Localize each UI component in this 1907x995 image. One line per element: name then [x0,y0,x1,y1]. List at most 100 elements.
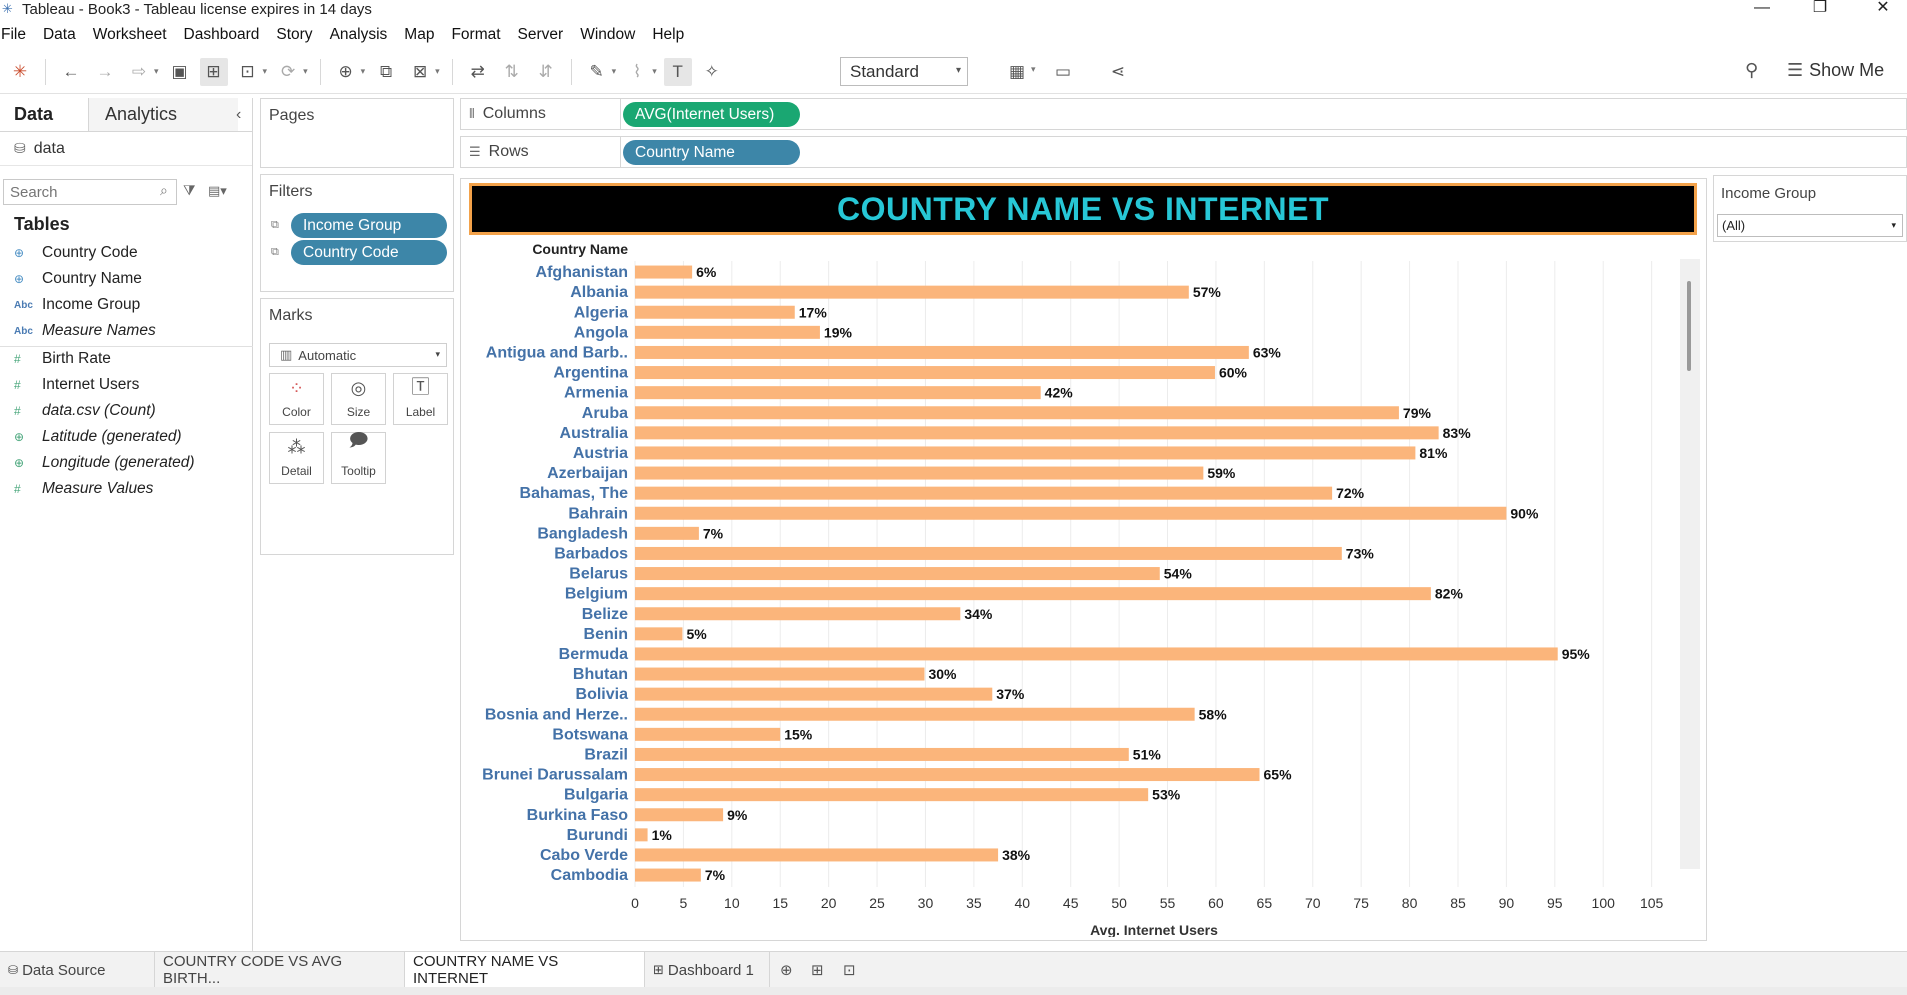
bar[interactable] [635,546,1342,560]
category-label[interactable]: Algeria [574,304,628,321]
bar[interactable] [635,768,1260,782]
menu-story[interactable]: Story [276,26,313,43]
new-worksheet-icon[interactable]: ⊕ [338,61,353,81]
sort-descending-icon[interactable]: ⇵ [538,61,553,81]
label-button[interactable]: 🅃 Label [393,373,448,425]
swap-axes-icon[interactable]: ⇄ [470,61,485,81]
columns-pill[interactable]: AVG(Internet Users) [623,102,800,127]
menu-format[interactable]: Format [451,26,501,43]
category-label[interactable]: Cambodia [551,867,628,884]
share-icon[interactable]: ⋖ [1110,62,1126,81]
category-label[interactable]: Bosnia and Herze.. [485,706,628,723]
category-label[interactable]: Brazil [584,746,628,763]
fit-select[interactable]: Standard ▾ [840,57,968,86]
category-label[interactable]: Antigua and Barb.. [486,344,628,361]
fix-axes-icon[interactable]: ✧ [704,61,719,81]
category-label[interactable]: Bermuda [559,646,628,663]
bar[interactable] [635,526,699,540]
field-measure-values[interactable]: # Measure Values [14,480,153,498]
menu-analysis[interactable]: Analysis [329,26,388,43]
menu-help[interactable]: Help [652,26,685,43]
category-label[interactable]: Aruba [582,405,628,422]
field-longitude-generated[interactable]: ⊕ Longitude (generated) [14,454,195,472]
show-me-button[interactable]: ☰ Show Me [1787,60,1884,81]
view-options-icon[interactable]: ▤▾ [208,183,227,198]
category-label[interactable]: Bulgaria [564,787,628,804]
pages-card[interactable]: Pages [260,98,454,168]
mark-type-select[interactable]: ▥ Automatic ▾ [269,343,447,367]
bar[interactable] [635,386,1041,400]
paint-brush-icon[interactable]: ⚲ [1745,60,1759,80]
redo-icon[interactable]: → [96,61,114,81]
category-label[interactable]: Botswana [552,726,628,743]
group-icon[interactable]: ⌇ [633,61,642,81]
restore-icon[interactable]: ❐ [1812,0,1828,16]
category-label[interactable]: Barbados [554,545,628,562]
bar[interactable] [635,345,1249,359]
category-label[interactable]: Burkina Faso [527,807,629,824]
undo-icon[interactable]: ← [62,61,80,81]
bar[interactable] [635,707,1195,721]
field-birth-rate[interactable]: # Birth Rate [14,350,111,368]
bar[interactable] [635,325,820,339]
clear-sheet-icon[interactable]: ⊠ [413,61,428,81]
category-label[interactable]: Belize [582,606,628,623]
search-input[interactable] [3,179,177,205]
tableau-home-icon[interactable]: ✳ [12,61,28,81]
minimize-icon[interactable]: — [1754,0,1770,16]
size-button[interactable]: ◎ Size [331,373,386,425]
bar[interactable] [635,366,1215,380]
bar[interactable] [635,647,1558,661]
category-label[interactable]: Bhutan [573,666,628,683]
color-button[interactable]: ⁘ Color [269,373,324,425]
bar[interactable] [635,868,701,882]
tooltip-button[interactable]: 🗩 Tooltip [331,430,386,484]
category-label[interactable]: Afghanistan [536,264,628,281]
new-story-icon[interactable]: ⊡ [843,962,856,979]
save-icon[interactable]: ▣ [171,61,188,81]
bar[interactable] [635,788,1149,802]
category-label[interactable]: Angola [574,324,628,341]
scrollbar-thumb[interactable] [1687,281,1691,371]
menu-map[interactable]: Map [404,26,435,43]
bar[interactable] [635,426,1439,440]
category-label[interactable]: Bangladesh [537,525,628,542]
category-label[interactable]: Benin [584,626,628,643]
category-label[interactable]: Bahamas, The [520,485,629,502]
bar[interactable] [635,667,925,681]
bar[interactable] [635,687,993,701]
new-datasource-icon[interactable]: ⊞ [199,57,228,86]
category-label[interactable]: Argentina [553,365,628,382]
bar[interactable] [635,828,648,842]
replay-icon[interactable]: ⇨ [131,61,147,81]
bar[interactable] [635,305,795,319]
bar[interactable] [635,727,781,741]
field-country-code[interactable]: ⊕ Country Code [14,244,138,262]
refresh-icon[interactable]: ⟳ [280,61,296,81]
filters-card[interactable]: Filters ⧉ Income Group ⧉ Country Code [260,174,454,292]
pause-updates-icon[interactable]: ⊡ [240,61,255,81]
field-country-name[interactable]: ⊕ Country Name [14,270,142,288]
menu-data[interactable]: Data [42,26,76,43]
bar[interactable] [635,406,1399,420]
field-internet-users[interactable]: # Internet Users [14,376,139,394]
field-income-group[interactable]: Abc Income Group [14,296,140,314]
menu-server[interactable]: Server [517,26,564,43]
tab-analytics[interactable]: Analytics [88,98,238,131]
bar[interactable] [635,808,724,822]
category-label[interactable]: Burundi [567,827,628,844]
bar[interactable] [635,486,1333,500]
collapse-pane-icon[interactable]: ‹ [236,106,242,123]
duplicate-sheet-icon[interactable]: ⧉ [380,61,393,81]
detail-button[interactable]: ⁂ Detail [269,432,324,484]
bar[interactable] [635,607,961,621]
field-measure-names[interactable]: Abc Measure Names [14,322,156,340]
rows-pill[interactable]: Country Name [623,140,800,165]
bar[interactable] [635,587,1431,601]
field-latitude-generated[interactable]: ⊕ Latitude (generated) [14,428,182,446]
menu-worksheet[interactable]: Worksheet [92,26,167,43]
tab-data[interactable]: Data [14,104,54,124]
new-worksheet-icon[interactable]: ⊕ [780,962,793,979]
menu-file[interactable]: File [1,26,26,43]
close-icon[interactable]: ✕ [1876,0,1890,16]
